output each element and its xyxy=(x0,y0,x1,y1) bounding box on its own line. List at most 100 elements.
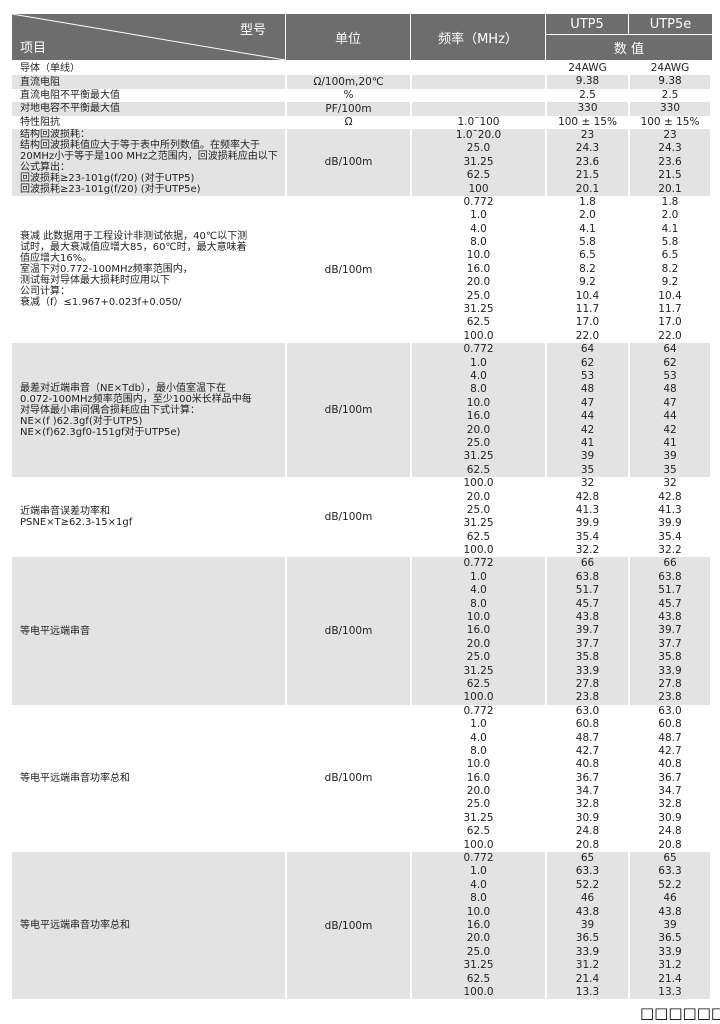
freq-column: 0.772 1.0 4.0 8.0 10.0 16.0 20.0 25.0 31.25 62.5 xyxy=(410,343,545,478)
utp5-value-cell: 43.8 xyxy=(575,905,600,918)
row-unit: dB/100m xyxy=(285,852,410,1000)
utp5e-value-cell: 2.0 xyxy=(661,209,679,222)
utp5e-value-cell: 63.8 xyxy=(658,570,682,583)
frequency-cell: 31.25 xyxy=(463,303,494,316)
row-item-description: 直流电阻不平衡最大值 xyxy=(20,89,120,101)
frequency-cell: 1.0 xyxy=(470,209,487,222)
utp5e-value-cell: 31.2 xyxy=(658,959,682,972)
utp5e-value-cell: 24AWG xyxy=(650,62,690,74)
frequency-cell: 25.0 xyxy=(466,651,491,664)
utp5e-value-cell: 48.7 xyxy=(658,731,682,744)
utp5-value-cell: 9.2 xyxy=(579,276,596,289)
utp5e-value-cell: 60.8 xyxy=(658,718,682,731)
utp5-value-cell: 52.2 xyxy=(575,878,600,891)
utp5-value-cell: 33.9 xyxy=(575,945,600,958)
frequency-cell: 4.0 xyxy=(470,731,487,744)
utp5e-value-cell: 13.3 xyxy=(658,985,682,998)
utp5-value-cell: 48.7 xyxy=(575,731,600,744)
utp5-value-cell: 32 xyxy=(580,477,595,490)
frequency-cell: 16.0 xyxy=(466,410,491,423)
utp5e-value-cell: 46 xyxy=(663,892,677,905)
freq-column: 0.772 1.0 4.0 8.0 10.0 16.0 20.0 25.0 31.25 62.5 1… xyxy=(410,557,545,705)
frequency-cell: 100.0 xyxy=(463,985,494,998)
frequency-cell: 62.5 xyxy=(466,169,491,182)
utp5e-value-cell: 45.7 xyxy=(658,597,682,610)
utp5-value-cell: 37.7 xyxy=(575,637,600,650)
utp5-value-cell: 48 xyxy=(580,383,595,396)
table-row: 特性阻抗 Ω 1.0¯100 100 ± 15% 100 ± 15% xyxy=(12,115,712,129)
utp5e-value-cell: 43.8 xyxy=(658,611,682,624)
utp5e-value-cell: 23 xyxy=(663,128,677,141)
utp5-value-cell: 2.0 xyxy=(579,209,596,222)
utp5-value-cell: 20.8 xyxy=(575,838,600,851)
table-row: 衰减 此数据用于工程设计非测试依据，40℃以下测 试时，最大衰减值应增大85，6… xyxy=(12,195,712,344)
frequency-cell: 8.0 xyxy=(470,597,487,610)
frequency-cell: 100 xyxy=(468,182,489,195)
row-unit: dB/100m xyxy=(285,477,410,558)
utp5e-value-cell: 24.3 xyxy=(658,142,682,155)
freq-column xyxy=(410,102,545,116)
utp5-value-cell: 36.5 xyxy=(575,932,600,945)
frequency-cell: 31.25 xyxy=(463,664,494,677)
utp5e-value-cell: 62 xyxy=(663,356,677,369)
utp5e-value-cell: 39 xyxy=(663,919,677,931)
utp5e-value-cell: 4.1 xyxy=(661,222,679,235)
frequency-cell: 100.0 xyxy=(463,838,494,851)
utp5e-value-cell: 42 xyxy=(663,423,677,436)
frequency-cell: 4.0 xyxy=(470,222,487,235)
utp5-value-cell: 35.4 xyxy=(575,530,600,543)
utp5-value-cell: 42.7 xyxy=(575,744,600,757)
utp5e-value-cell: 32.8 xyxy=(658,798,682,811)
frequency-cell: 31.25 xyxy=(463,155,494,168)
header-freq: 频率（MHz） xyxy=(438,31,518,47)
frequency-cell: 10.0 xyxy=(466,905,491,918)
utp5e-value-cell: 32.2 xyxy=(658,544,682,557)
frequency-cell: 0.772 xyxy=(463,704,494,717)
utp5e-column: 63.0 60.8 48.7 42.7 40.8 36.7 34.7 32.8 30.9 24.8… xyxy=(628,704,710,853)
utp5-value-cell: 4.1 xyxy=(579,222,596,235)
frequency-cell: 62.5 xyxy=(466,677,491,690)
utp5e-value-cell: 6.5 xyxy=(661,249,679,262)
utp5e-value-cell: 9.38 xyxy=(658,75,682,88)
utp5e-value-cell: 63.0 xyxy=(658,704,682,717)
utp5-value-cell: 33.9 xyxy=(575,664,600,677)
frequency-cell: 31.25 xyxy=(463,450,494,463)
frequency-cell: 62.5 xyxy=(466,463,491,476)
utp5e-value-cell: 33.9 xyxy=(658,945,682,958)
frequency-cell: 10.0 xyxy=(466,249,491,262)
utp5e-value-cell: 5.8 xyxy=(661,236,679,249)
header-unit: 单位 xyxy=(334,31,361,47)
frequency-cell: 20.0 xyxy=(466,932,491,945)
frequency-cell: 20.0 xyxy=(466,423,491,436)
utp5-value-cell: 65 xyxy=(580,852,595,865)
frequency-cell: 25.0 xyxy=(466,503,491,516)
utp5e-column: 24AWG xyxy=(628,62,710,76)
frequency-cell: 25.0 xyxy=(466,436,491,449)
table-row: 直流电阻 Ω/100m,20℃ 9.38 9.38 xyxy=(12,75,712,89)
utp5e-value-cell: 30.9 xyxy=(658,811,682,824)
frequency-cell: 1.0 xyxy=(470,356,487,369)
utp5-value-cell: 39 xyxy=(580,919,595,931)
utp5-value-cell: 45.7 xyxy=(575,597,600,610)
row-unit: dB/100m xyxy=(285,195,410,344)
utp5-value-cell: 1.8 xyxy=(579,195,596,208)
utp5e-column: 65 63.3 52.2 46 43.8 39 36.5 33.9 31.2 21.4 13.3 xyxy=(628,852,710,1000)
frequency-cell: 10.0 xyxy=(466,611,491,624)
freq-column: 0.772 1.0 4.0 8.0 10.0 16.0 20.0 25.0 31.25 62.5 1… xyxy=(410,852,545,1000)
frequency-cell: 8.0 xyxy=(470,892,487,905)
table-row: 导体（单线） 24AWG 24AWG xyxy=(12,62,712,76)
utp5e-value-cell: 2.5 xyxy=(661,88,679,101)
frequency-cell: 62.5 xyxy=(466,316,491,329)
utp5e-column: 23 24.3 23.6 21.5 20.1 xyxy=(628,128,710,196)
utp5-value-cell: 35 xyxy=(580,463,595,476)
utp5-value-cell: 31.2 xyxy=(575,959,600,972)
frequency-cell: 20.0 xyxy=(466,276,491,289)
overlay-text: □□□□□□□ xyxy=(640,1004,720,1022)
frequency-cell: 25.0 xyxy=(466,798,491,811)
utp5-column: 100 ± 15% xyxy=(545,115,628,129)
utp5-value-cell: 42 xyxy=(580,423,595,436)
utp5e-value-cell: 63.3 xyxy=(658,865,682,878)
utp5-value-cell: 9.38 xyxy=(575,75,600,88)
table-row: 结构回波损耗： 结构回波损耗值应大于等于表中所列数值。在频率大于 20MHz小于… xyxy=(12,128,712,196)
row-item-description: 结构回波损耗： 结构回波损耗值应大于等于表中所列数值。在频率大于 20MHz小于… xyxy=(12,128,285,196)
